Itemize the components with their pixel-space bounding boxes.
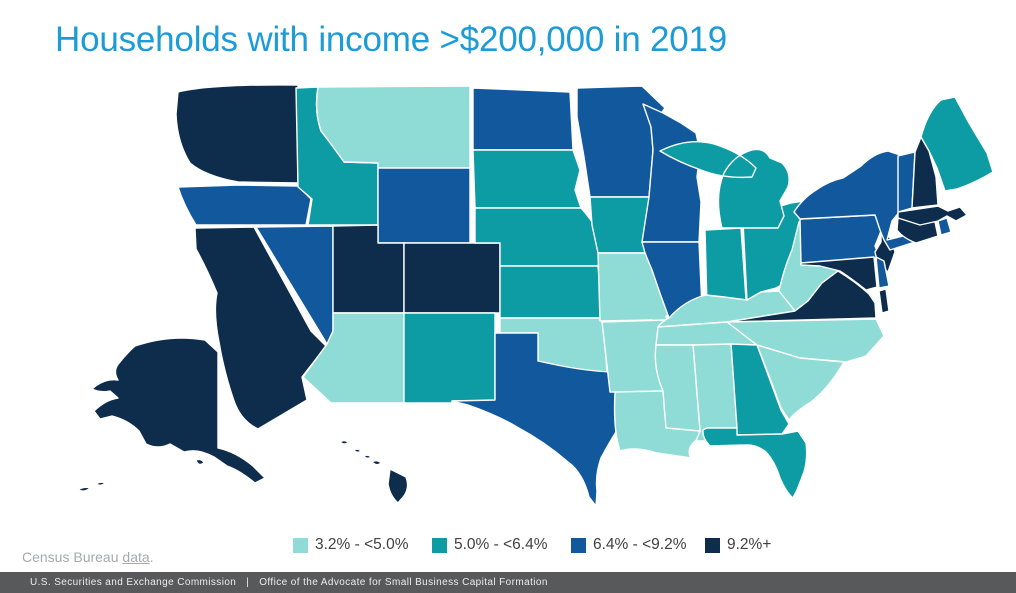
state-alaska [77, 337, 266, 492]
state-kentucky [657, 290, 796, 328]
state-delaware [875, 256, 890, 289]
legend-label-bin1: 3.2% - <5.0% [315, 536, 409, 553]
legend-swatch-bin2 [432, 537, 447, 553]
legend-label-bin4: 9.2%+ [727, 536, 772, 553]
state-oregon [177, 184, 312, 226]
state-new-mexico [403, 312, 496, 404]
state-south-dakota [472, 149, 582, 209]
page-title: Households with income >$200,000 in 2019 [55, 20, 728, 59]
state-new-york [793, 150, 922, 251]
source-text-before: Census Bureau [22, 549, 123, 565]
state-wyoming [377, 167, 471, 244]
state-montana [315, 85, 471, 169]
source-data-link[interactable]: data [122, 549, 150, 565]
state-colorado [403, 242, 501, 314]
footer-divider: | [246, 577, 250, 588]
legend-item-bin2: 5.0% - <6.4% [432, 533, 547, 557]
state-washington [175, 84, 299, 184]
footer-text: U.S. Securities and Exchange Commission |… [30, 577, 548, 588]
state-mississippi [654, 344, 701, 432]
source-text-after: . [149, 549, 154, 565]
legend-label-bin3: 6.4% - <9.2% [593, 536, 687, 553]
state-hawaii [339, 439, 409, 504]
state-kansas [499, 265, 604, 319]
legend-item-bin3: 6.4% - <9.2% [571, 533, 686, 557]
state-maine [920, 96, 994, 192]
state-rhode-island [937, 217, 952, 236]
footer-bar: U.S. Securities and Exchange Commission |… [0, 572, 1016, 593]
state-wisconsin [641, 103, 702, 243]
state-florida [702, 427, 808, 499]
state-michigan [659, 141, 790, 229]
states-group [77, 84, 994, 507]
state-georgia [730, 343, 790, 436]
state-pennsylvania [799, 214, 882, 264]
state-massachusetts [897, 205, 968, 226]
state-north-dakota [472, 87, 574, 151]
legend-swatch-bin1 [293, 537, 308, 553]
legend: 3.2% - <5.0% 5.0% - <6.4% 6.4% - <9.2% 9… [0, 533, 1016, 557]
legend-swatch-bin4 [705, 537, 720, 553]
legend-item-bin1: 3.2% - <5.0% [293, 533, 408, 557]
source-note: Census Bureau data. [22, 549, 154, 565]
footer-office: Office of the Advocate for Small Busines… [259, 577, 548, 588]
state-maryland [800, 256, 878, 291]
footer-org: U.S. Securities and Exchange Commission [30, 577, 237, 588]
legend-item-bin4: 9.2%+ [705, 533, 771, 557]
state-connecticut [896, 217, 939, 244]
state-virginia [726, 270, 890, 323]
legend-label-bin2: 5.0% - <6.4% [454, 536, 548, 553]
legend-swatch-bin3 [571, 537, 586, 553]
state-california [194, 226, 327, 430]
